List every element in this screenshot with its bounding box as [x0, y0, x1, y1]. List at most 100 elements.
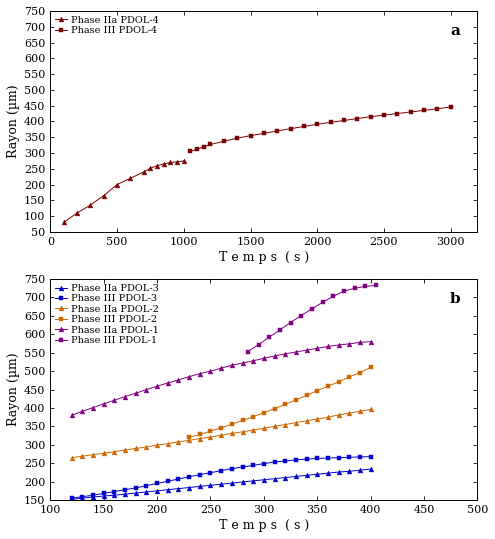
Phase IIa PDOL-4 — [61, 219, 67, 226]
Phase III PDOL-1 — [255, 341, 261, 348]
Phase III PDOL-4 — [274, 128, 280, 134]
Phase IIa PDOL-1 — [79, 408, 85, 414]
Phase IIa PDOL-1 — [229, 362, 235, 369]
Phase III PDOL-1 — [320, 299, 326, 306]
Phase III PDOL-4 — [328, 119, 334, 126]
Phase III PDOL-4 — [395, 110, 400, 117]
Phase IIa PDOL-3 — [272, 475, 278, 482]
Phase III PDOL-3 — [357, 454, 363, 460]
Phase IIa PDOL-3 — [346, 468, 352, 474]
Phase III PDOL-2 — [261, 410, 267, 416]
Phase III PDOL-1 — [245, 348, 251, 355]
Phase IIa PDOL-4 — [127, 175, 133, 182]
Phase IIa PDOL-2 — [90, 452, 96, 458]
Phase IIa PDOL-4 — [101, 192, 107, 199]
Phase IIa PDOL-2 — [111, 448, 117, 455]
Phase III PDOL-2 — [250, 413, 256, 420]
Phase IIa PDOL-2 — [154, 442, 160, 448]
Phase IIa PDOL-2 — [282, 421, 288, 428]
Line: Phase IIa PDOL-4: Phase IIa PDOL-4 — [61, 158, 186, 225]
Phase III PDOL-4 — [447, 103, 453, 110]
Phase III PDOL-1 — [288, 319, 294, 326]
Phase III PDOL-2 — [357, 369, 363, 376]
Legend: Phase IIa PDOL-3, Phase III PDOL-3, Phase IIa PDOL-2, Phase III PDOL-2, Phase II: Phase IIa PDOL-3, Phase III PDOL-3, Phas… — [53, 282, 160, 347]
Phase IIa PDOL-2 — [122, 447, 128, 453]
Phase III PDOL-4 — [248, 133, 253, 139]
Phase III PDOL-2 — [293, 397, 299, 403]
Text: a: a — [450, 24, 460, 38]
Phase III PDOL-2 — [272, 405, 278, 412]
Phase IIa PDOL-4 — [167, 159, 173, 165]
Phase IIa PDOL-3 — [186, 484, 192, 490]
Phase IIa PDOL-3 — [229, 480, 235, 486]
Phase III PDOL-1 — [373, 282, 379, 288]
Phase III PDOL-3 — [79, 494, 85, 500]
Phase III PDOL-4 — [288, 126, 294, 132]
Phase III PDOL-4 — [201, 143, 207, 150]
Phase III PDOL-4 — [381, 112, 387, 119]
Phase III PDOL-4 — [261, 130, 267, 137]
Legend: Phase IIa PDOL-4, Phase III PDOL-4: Phase IIa PDOL-4, Phase III PDOL-4 — [53, 14, 160, 37]
Phase IIa PDOL-2 — [69, 454, 75, 461]
Phase III PDOL-2 — [368, 364, 374, 371]
Phase IIa PDOL-1 — [101, 400, 107, 407]
Phase III PDOL-1 — [362, 283, 368, 289]
Phase III PDOL-3 — [368, 453, 374, 460]
Phase IIa PDOL-1 — [261, 355, 267, 362]
Phase III PDOL-4 — [354, 115, 360, 122]
Phase IIa PDOL-2 — [79, 453, 85, 459]
Phase IIa PDOL-1 — [122, 393, 128, 400]
Phase IIa PDOL-3 — [165, 487, 171, 493]
Phase III PDOL-3 — [144, 482, 149, 489]
Phase III PDOL-4 — [314, 121, 320, 128]
Phase III PDOL-2 — [314, 388, 320, 394]
Phase III PDOL-2 — [240, 417, 246, 424]
Phase III PDOL-3 — [69, 495, 75, 501]
Phase IIa PDOL-1 — [293, 349, 299, 355]
Phase III PDOL-4 — [341, 118, 347, 124]
Phase IIa PDOL-3 — [303, 472, 309, 479]
Phase IIa PDOL-3 — [336, 469, 342, 475]
Phase IIa PDOL-1 — [69, 412, 75, 419]
Phase III PDOL-4 — [221, 138, 227, 144]
Phase IIa PDOL-2 — [144, 444, 149, 450]
Text: b: b — [449, 292, 460, 306]
Phase III PDOL-4 — [408, 109, 414, 115]
Phase IIa PDOL-3 — [69, 496, 75, 502]
Phase IIa PDOL-1 — [240, 360, 246, 367]
Phase IIa PDOL-2 — [357, 408, 363, 414]
Phase IIa PDOL-3 — [250, 478, 256, 484]
Phase III PDOL-3 — [186, 474, 192, 480]
Phase IIa PDOL-3 — [101, 493, 107, 499]
Phase III PDOL-1 — [351, 285, 357, 292]
X-axis label: T e m p s  ( s ): T e m p s ( s ) — [219, 251, 309, 264]
Phase IIa PDOL-4 — [114, 181, 120, 188]
X-axis label: T e m p s  ( s ): T e m p s ( s ) — [219, 519, 309, 532]
Phase III PDOL-1 — [266, 334, 272, 341]
Phase IIa PDOL-4 — [88, 202, 94, 208]
Phase IIa PDOL-1 — [197, 370, 203, 377]
Phase III PDOL-2 — [282, 401, 288, 407]
Phase IIa PDOL-1 — [133, 390, 139, 397]
Phase IIa PDOL-2 — [346, 410, 352, 416]
Phase III PDOL-3 — [293, 457, 299, 463]
Phase IIa PDOL-1 — [165, 379, 171, 386]
Phase IIa PDOL-4 — [161, 161, 167, 167]
Phase III PDOL-3 — [272, 459, 278, 465]
Phase IIa PDOL-1 — [144, 386, 149, 393]
Phase IIa PDOL-1 — [250, 357, 256, 364]
Phase III PDOL-3 — [207, 469, 213, 476]
Phase III PDOL-4 — [194, 146, 200, 153]
Phase IIa PDOL-1 — [368, 338, 374, 345]
Phase IIa PDOL-3 — [154, 488, 160, 494]
Phase IIa PDOL-1 — [207, 368, 213, 375]
Phase IIa PDOL-3 — [325, 470, 331, 476]
Phase III PDOL-2 — [346, 374, 352, 380]
Phase III PDOL-1 — [277, 327, 283, 333]
Phase III PDOL-2 — [336, 378, 342, 385]
Phase IIa PDOL-2 — [186, 437, 192, 444]
Phase IIa PDOL-3 — [368, 466, 374, 472]
Phase IIa PDOL-1 — [186, 374, 192, 380]
Phase IIa PDOL-2 — [325, 414, 331, 420]
Phase IIa PDOL-4 — [154, 162, 160, 169]
